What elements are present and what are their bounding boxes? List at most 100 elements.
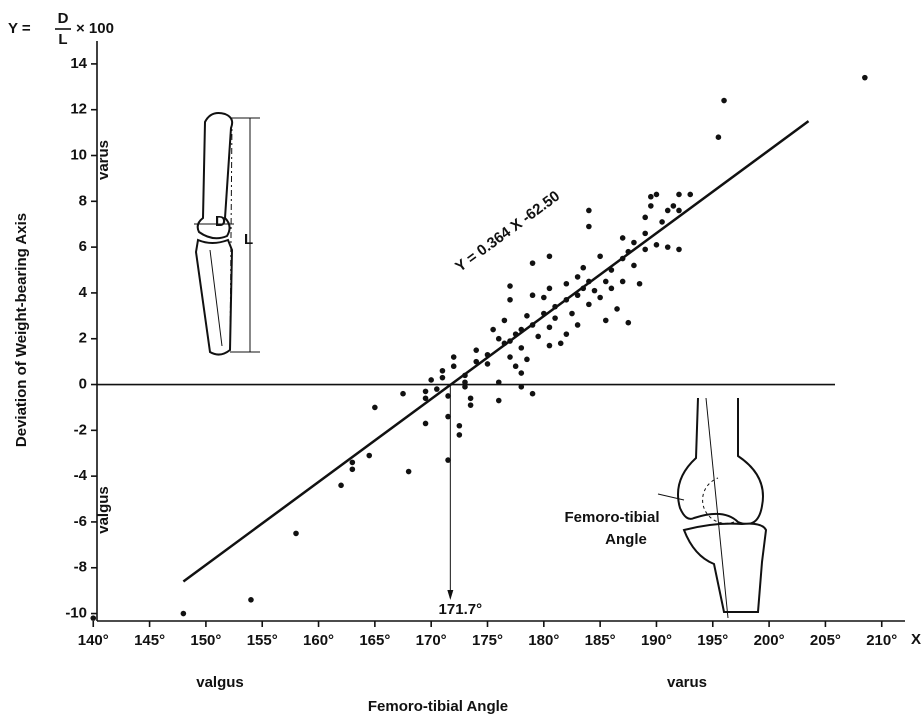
point	[518, 370, 524, 376]
point	[518, 384, 524, 390]
x-tick-label: 195°	[697, 632, 728, 649]
point	[372, 405, 378, 411]
point	[603, 279, 609, 285]
point	[676, 247, 682, 253]
leg-l-label: L	[244, 231, 253, 248]
point	[687, 192, 693, 198]
annotation-label: 171.7°	[439, 601, 483, 618]
point	[513, 363, 519, 369]
point	[541, 295, 547, 301]
point	[530, 292, 536, 298]
point	[586, 224, 592, 230]
point	[631, 240, 637, 246]
point	[547, 324, 553, 330]
knee-diagram	[658, 398, 766, 618]
point	[597, 253, 603, 259]
formula-rhs: × 100	[76, 20, 114, 37]
formula-lhs: Y =	[8, 20, 31, 37]
y-tick-label: 14	[70, 55, 87, 72]
point	[507, 297, 513, 303]
y-tick-label: -8	[74, 559, 87, 576]
x-side-label: valgus	[196, 674, 244, 691]
point	[406, 469, 412, 475]
arrow-head	[447, 590, 453, 600]
x-axis-name: X	[911, 631, 921, 648]
point	[586, 208, 592, 214]
point	[496, 398, 502, 404]
x-tick-label: 170°	[416, 632, 447, 649]
point	[609, 286, 615, 292]
point	[575, 322, 581, 328]
y-tick-label: -10	[65, 605, 87, 622]
y-axis-title: Deviation of Weight-bearing Axis	[13, 213, 30, 447]
point	[524, 357, 530, 363]
point	[547, 253, 553, 259]
point	[400, 391, 406, 397]
point	[293, 531, 299, 537]
point	[642, 247, 648, 253]
point	[428, 377, 434, 383]
point	[671, 203, 677, 209]
point	[547, 286, 553, 292]
x-axis-title: Femoro-tibial Angle	[368, 698, 508, 715]
y-tick-label: -6	[74, 513, 87, 530]
point	[597, 295, 603, 301]
chart: D L Femoro-tibial Angle Y = D L × 100 Fe…	[0, 0, 922, 719]
point	[631, 263, 637, 269]
point	[90, 615, 96, 621]
point	[524, 313, 530, 319]
point	[603, 318, 609, 324]
point	[434, 386, 440, 392]
point	[665, 244, 671, 250]
point	[637, 281, 643, 287]
point	[507, 354, 513, 360]
point	[350, 460, 356, 466]
x-tick-label: 190°	[641, 632, 672, 649]
point	[451, 363, 457, 369]
point	[518, 345, 524, 351]
point	[569, 311, 575, 317]
point	[862, 75, 868, 81]
point	[676, 208, 682, 214]
x-tick-label: 205°	[810, 632, 841, 649]
x-side-label: varus	[667, 674, 707, 691]
point	[457, 423, 463, 429]
x-tick-label: 210°	[866, 632, 897, 649]
point	[586, 302, 592, 308]
y-tick-label: 12	[70, 101, 87, 118]
leg-d-label: D	[215, 213, 226, 230]
x-tick-label: 140°	[78, 632, 109, 649]
point	[530, 391, 536, 397]
point	[625, 320, 631, 326]
y-tick-label: 4	[79, 284, 88, 301]
point	[507, 283, 513, 289]
point	[676, 192, 682, 198]
point	[530, 260, 536, 266]
point	[721, 98, 727, 104]
point	[366, 453, 372, 459]
point	[457, 432, 463, 438]
point	[665, 208, 671, 214]
point	[440, 375, 446, 381]
point	[496, 379, 502, 385]
point	[496, 336, 502, 342]
point	[181, 611, 187, 617]
y-tick-label: 8	[79, 192, 87, 209]
point	[564, 331, 570, 337]
point	[547, 343, 553, 349]
point	[620, 235, 626, 241]
x-tick-label: 165°	[359, 632, 390, 649]
point	[620, 279, 626, 285]
x-tick-label: 145°	[134, 632, 165, 649]
point	[575, 274, 581, 280]
y-tick-label: -4	[74, 467, 88, 484]
x-tick-label: 160°	[303, 632, 334, 649]
point	[564, 281, 570, 287]
point	[648, 194, 654, 200]
x-tick-label: 200°	[754, 632, 785, 649]
point	[535, 334, 541, 340]
point	[423, 421, 429, 427]
x-tick-label: 175°	[472, 632, 503, 649]
y-tick-label: 6	[79, 238, 87, 255]
point	[350, 466, 356, 472]
